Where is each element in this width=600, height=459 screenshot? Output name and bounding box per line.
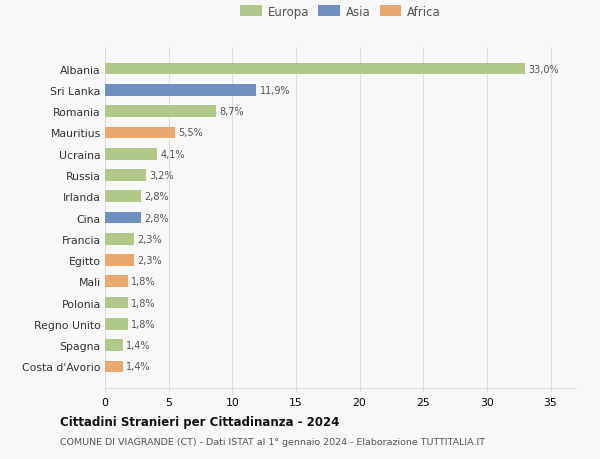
Bar <box>105 212 140 224</box>
Text: 33,0%: 33,0% <box>528 64 559 74</box>
Bar <box>105 361 123 372</box>
Text: 4,1%: 4,1% <box>160 149 185 159</box>
Text: 5,5%: 5,5% <box>178 128 203 138</box>
Text: 1,8%: 1,8% <box>131 319 155 329</box>
Bar <box>105 255 134 266</box>
Bar <box>105 191 140 202</box>
Text: 2,8%: 2,8% <box>144 213 169 223</box>
Bar <box>105 149 157 160</box>
Bar <box>105 106 216 118</box>
Bar <box>105 340 123 351</box>
Bar <box>105 127 175 139</box>
Text: Cittadini Stranieri per Cittadinanza - 2024: Cittadini Stranieri per Cittadinanza - 2… <box>60 415 340 428</box>
Text: 11,9%: 11,9% <box>260 86 290 95</box>
Text: 1,8%: 1,8% <box>131 277 155 287</box>
Text: 8,7%: 8,7% <box>219 107 244 117</box>
Bar <box>105 318 128 330</box>
Bar <box>105 234 134 245</box>
Text: 3,2%: 3,2% <box>149 171 173 180</box>
Bar <box>105 297 128 309</box>
Text: 1,4%: 1,4% <box>126 362 151 372</box>
Bar <box>105 170 146 181</box>
Text: 2,3%: 2,3% <box>137 234 162 244</box>
Text: 2,8%: 2,8% <box>144 192 169 202</box>
Bar <box>105 85 256 96</box>
Text: COMUNE DI VIAGRANDE (CT) - Dati ISTAT al 1° gennaio 2024 - Elaborazione TUTTITAL: COMUNE DI VIAGRANDE (CT) - Dati ISTAT al… <box>60 437 485 446</box>
Bar <box>105 276 128 287</box>
Legend: Europa, Asia, Africa: Europa, Asia, Africa <box>238 3 443 21</box>
Bar <box>105 64 525 75</box>
Text: 1,8%: 1,8% <box>131 298 155 308</box>
Text: 1,4%: 1,4% <box>126 341 151 350</box>
Text: 2,3%: 2,3% <box>137 256 162 265</box>
